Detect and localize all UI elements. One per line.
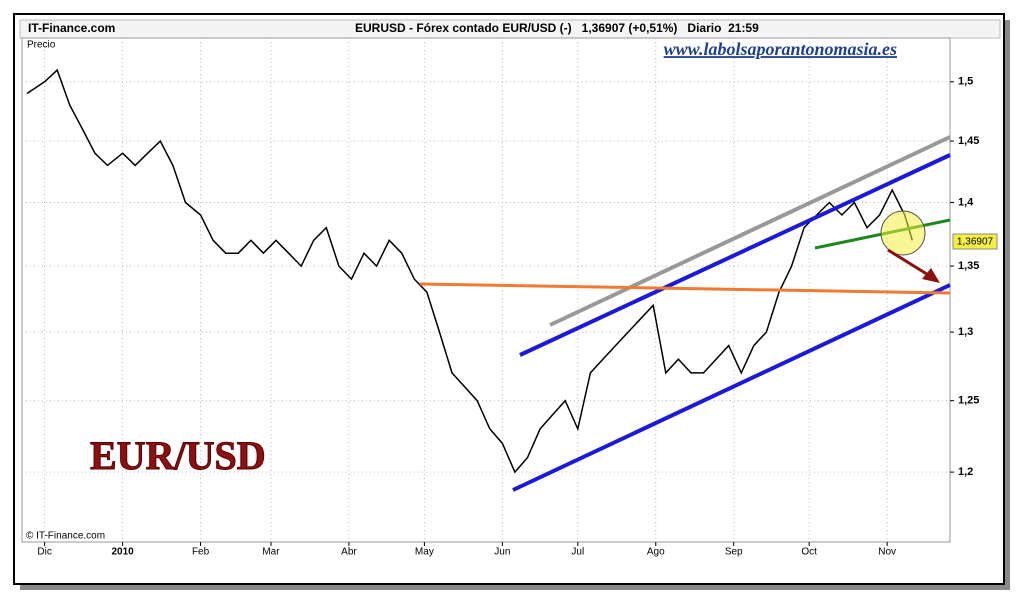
- x-tick-label: Nov: [878, 547, 896, 558]
- x-tick-label: Abr: [341, 547, 357, 558]
- price-line: [26, 68, 914, 474]
- copyright: © IT-Finance.com: [26, 531, 105, 542]
- y-tick-label: 1,2: [958, 466, 973, 478]
- y-axis-label: Precio: [27, 40, 56, 51]
- x-tick-label: Sep: [725, 547, 743, 558]
- arrow-shaft: [887, 248, 931, 278]
- channel-lower: [512, 283, 951, 492]
- arrow-head: [922, 268, 940, 283]
- x-tick-label: May: [415, 547, 434, 558]
- x-tick-label: 2010: [111, 547, 134, 558]
- y-tick-label: 1,5: [958, 76, 973, 88]
- y-tick-label: 1,3: [958, 326, 973, 338]
- grid: 1,2 1,25 1,3 1,35 1,4 1,45 1,5 Dic 2010 Feb Mar Abr…: [22, 38, 979, 558]
- y-tick-label: 1,45: [958, 135, 979, 147]
- support-line: [419, 282, 951, 295]
- series-layer: [26, 68, 914, 474]
- watermark: www.labolsaporantonomasia.es: [664, 39, 897, 59]
- y-tick-label: 1,4: [958, 196, 974, 208]
- x-tick-label: Feb: [192, 547, 210, 558]
- x-tick-label: Oct: [801, 547, 817, 558]
- y-tick-label: 1,35: [958, 260, 979, 272]
- chart-title: EURUSD - Fórex contado EUR/USD (-) 1,369…: [355, 21, 759, 35]
- last-price-box: [952, 233, 998, 250]
- y-tick-label: 1,25: [958, 395, 979, 407]
- x-tick-label: Jun: [494, 547, 510, 558]
- x-tick-label: Dic: [37, 547, 51, 558]
- x-tick-label: Ago: [647, 547, 665, 558]
- x-tick-label: Jul: [571, 547, 584, 558]
- trend-line: [549, 135, 951, 327]
- channel-upper: [519, 153, 951, 357]
- highlight: [880, 210, 926, 256]
- last-price-label: 1,36907: [957, 237, 994, 248]
- annotation: EUR/USD: [90, 433, 266, 478]
- x-tick-label: Mar: [262, 547, 280, 558]
- source: IT-Finance.com: [28, 21, 115, 35]
